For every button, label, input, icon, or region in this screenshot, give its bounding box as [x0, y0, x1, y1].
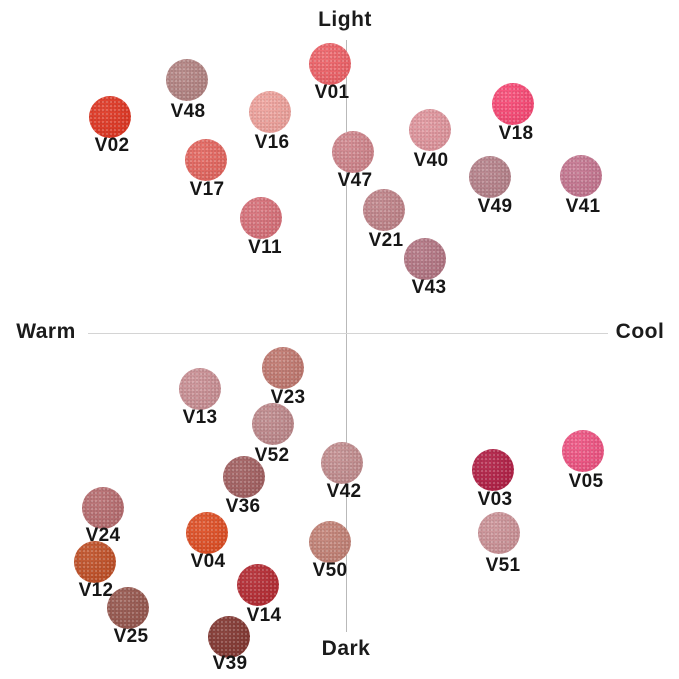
- shade-label-V48: V48: [170, 101, 206, 122]
- shade-label-V36: V36: [225, 496, 261, 517]
- shade-dot-V51: [478, 512, 520, 554]
- shade-label-V24: V24: [85, 525, 121, 546]
- shade-label-V25: V25: [113, 626, 149, 647]
- shade-label-V12: V12: [78, 580, 114, 601]
- shade-dot-V11: [240, 197, 282, 239]
- shade-dot-V47: [332, 131, 374, 173]
- shade-dot-V36: [223, 456, 265, 498]
- shade-dot-V25: [107, 587, 149, 629]
- axis-label-cool: Cool: [615, 320, 665, 343]
- shade-dot-V40: [409, 109, 451, 151]
- shade-dot-V49: [469, 156, 511, 198]
- shade-label-V52: V52: [254, 445, 290, 466]
- shade-dot-V48: [166, 59, 208, 101]
- shade-label-V47: V47: [337, 170, 373, 191]
- shade-dot-V14: [237, 564, 279, 606]
- shade-label-V17: V17: [189, 179, 225, 200]
- shade-dot-V05: [562, 430, 604, 472]
- shade-label-V03: V03: [477, 489, 513, 510]
- shade-label-V49: V49: [477, 196, 513, 217]
- shade-label-V01: V01: [314, 82, 350, 103]
- shade-dot-V03: [472, 449, 514, 491]
- shade-label-V23: V23: [270, 387, 306, 408]
- shade-dot-V12: [74, 541, 116, 583]
- shade-dot-V41: [560, 155, 602, 197]
- shade-label-V43: V43: [411, 277, 447, 298]
- axis-label-light: Light: [318, 8, 372, 31]
- shade-label-V05: V05: [568, 471, 604, 492]
- shade-dot-V39: [208, 616, 250, 658]
- shade-dot-V04: [186, 512, 228, 554]
- shade-dot-V50: [309, 521, 351, 563]
- shade-label-V41: V41: [565, 196, 601, 217]
- shade-label-V50: V50: [312, 560, 348, 581]
- shade-label-V11: V11: [248, 237, 282, 258]
- shade-label-V13: V13: [182, 407, 218, 428]
- light-dark-axis-line: [346, 40, 347, 632]
- shade-label-V04: V04: [190, 551, 226, 572]
- axis-label-warm: Warm: [16, 320, 76, 343]
- shade-dot-V42: [321, 442, 363, 484]
- shade-dot-V13: [179, 368, 221, 410]
- shade-label-V40: V40: [413, 150, 449, 171]
- shade-label-V16: V16: [254, 132, 290, 153]
- shade-label-V02: V02: [94, 135, 130, 156]
- shade-dot-V18: [492, 83, 534, 125]
- shade-label-V21: V21: [368, 230, 404, 251]
- shade-dot-V52: [252, 403, 294, 445]
- shade-dot-V02: [89, 96, 131, 138]
- shade-dot-V01: [309, 43, 351, 85]
- shade-dot-V17: [185, 139, 227, 181]
- shade-label-V39: V39: [212, 653, 248, 674]
- axis-label-dark: Dark: [321, 637, 371, 660]
- shade-label-V42: V42: [326, 481, 362, 502]
- shade-label-V14: V14: [246, 605, 282, 626]
- shade-dot-V43: [404, 238, 446, 280]
- shade-dot-V23: [262, 347, 304, 389]
- shade-dot-V24: [82, 487, 124, 529]
- shade-label-V18: V18: [498, 123, 534, 144]
- warm-cool-axis-line: [88, 333, 608, 334]
- shade-label-V51: V51: [485, 555, 521, 576]
- shade-dot-V16: [249, 91, 291, 133]
- shade-dot-V21: [363, 189, 405, 231]
